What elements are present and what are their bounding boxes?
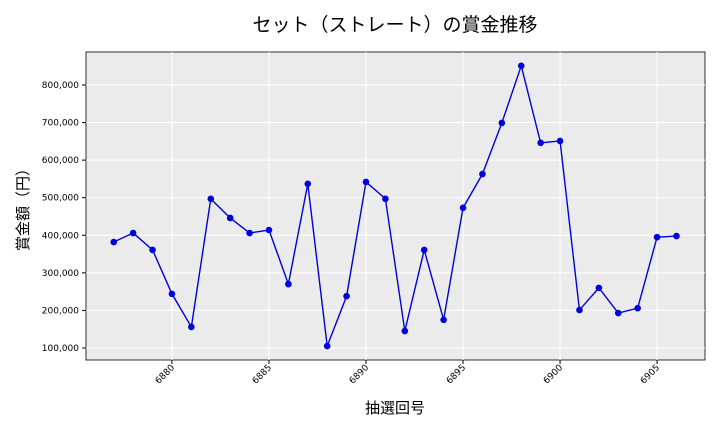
y-tick-label: 500,000 <box>42 194 79 204</box>
y-tick-label: 300,000 <box>42 269 79 279</box>
data-point <box>634 304 641 312</box>
y-tick-label: 800,000 <box>42 81 79 91</box>
data-point <box>304 180 312 188</box>
data-point <box>517 62 525 70</box>
data-point <box>673 232 680 240</box>
chart-title: セット（ストレート）の賞金推移 <box>252 14 537 36</box>
x-tick-label: 6890 <box>348 363 371 386</box>
y-tick-label: 100,000 <box>42 344 79 354</box>
data-point <box>188 323 195 331</box>
data-point <box>129 229 137 237</box>
data-point <box>285 280 292 288</box>
data-point <box>576 306 583 314</box>
data-point <box>110 238 118 246</box>
data-point <box>459 204 467 212</box>
data-point <box>246 229 253 237</box>
y-axis-label: 賞金額（円） <box>14 161 32 251</box>
x-tick-label: 6880 <box>154 363 177 386</box>
y-tick-label: 700,000 <box>42 119 79 129</box>
data-point <box>537 139 544 147</box>
data-point <box>479 170 486 178</box>
data-point <box>498 119 506 127</box>
x-axis-label: 抽選回号 <box>365 399 425 417</box>
data-point <box>265 226 273 234</box>
plot-area <box>85 51 706 361</box>
x-tick-label: 6895 <box>445 363 468 386</box>
x-tick-label: 6885 <box>251 363 274 386</box>
x-tick-label: 6905 <box>639 363 662 386</box>
data-point <box>149 246 156 254</box>
data-point <box>382 195 389 203</box>
data-point <box>343 292 350 300</box>
data-point <box>226 214 234 222</box>
y-tick-label: 400,000 <box>42 231 79 241</box>
data-point <box>556 137 564 145</box>
data-point <box>653 233 661 241</box>
data-point <box>207 195 215 203</box>
data-point <box>614 309 622 317</box>
data-point <box>168 290 176 298</box>
data-point <box>595 284 603 292</box>
data-point <box>323 342 331 350</box>
data-point <box>420 246 428 254</box>
y-tick-label: 600,000 <box>42 156 79 166</box>
series-line <box>113 63 677 347</box>
data-point <box>440 316 447 324</box>
data-point <box>362 178 370 186</box>
data-point <box>401 327 409 335</box>
y-tick-label: 200,000 <box>42 306 79 316</box>
x-tick-label: 6900 <box>542 363 565 386</box>
